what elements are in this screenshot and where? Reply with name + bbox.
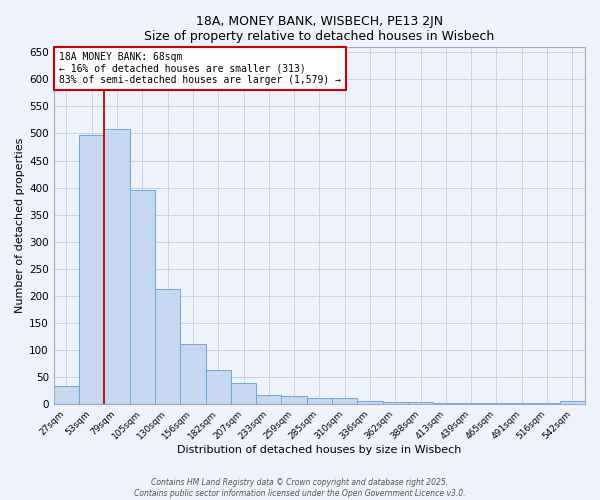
Bar <box>155 288 180 404</box>
Bar <box>104 129 130 404</box>
Bar <box>281 396 307 404</box>
X-axis label: Distribution of detached houses by size in Wisbech: Distribution of detached houses by size … <box>177 445 461 455</box>
Bar <box>358 401 383 404</box>
Bar <box>256 394 281 404</box>
Bar <box>231 384 256 404</box>
Bar <box>560 401 585 404</box>
Title: 18A, MONEY BANK, WISBECH, PE13 2JN
Size of property relative to detached houses : 18A, MONEY BANK, WISBECH, PE13 2JN Size … <box>144 15 494 43</box>
Bar <box>130 190 155 404</box>
Text: 18A MONEY BANK: 68sqm
← 16% of detached houses are smaller (313)
83% of semi-det: 18A MONEY BANK: 68sqm ← 16% of detached … <box>59 52 341 86</box>
Text: Contains HM Land Registry data © Crown copyright and database right 2025.
Contai: Contains HM Land Registry data © Crown c… <box>134 478 466 498</box>
Bar <box>332 398 358 404</box>
Bar <box>79 134 104 404</box>
Bar <box>54 386 79 404</box>
Bar <box>206 370 231 404</box>
Y-axis label: Number of detached properties: Number of detached properties <box>15 138 25 313</box>
Bar <box>383 402 408 404</box>
Bar <box>180 344 206 404</box>
Bar <box>307 398 332 404</box>
Bar <box>408 402 433 404</box>
